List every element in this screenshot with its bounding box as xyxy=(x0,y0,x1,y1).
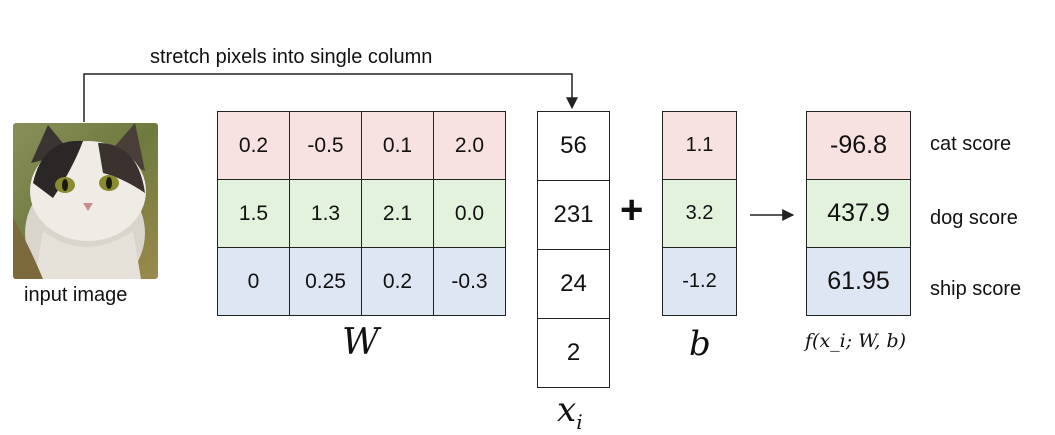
bias-value-cat: 1.1 xyxy=(662,111,737,180)
weight-cell: 0.0 xyxy=(433,179,506,248)
weight-matrix-label: W xyxy=(342,322,380,363)
cat-score-label: cat score xyxy=(930,133,1012,155)
score-vector: -96.8 437.9 61.95 xyxy=(806,111,911,316)
input-image-label: input image xyxy=(24,284,128,306)
weight-matrix: 0.2 -0.5 0.1 2.0 1.5 1.3 2.1 0.0 0 0.25 … xyxy=(217,111,506,316)
weight-cell: 1.3 xyxy=(289,179,362,248)
bias-value-ship: -1.2 xyxy=(662,247,737,316)
stretch-caption: stretch pixels into single column xyxy=(150,46,433,68)
weight-row-ship: 0 0.25 0.2 -0.3 xyxy=(217,247,506,316)
score-value-dog: 437.9 xyxy=(806,179,911,248)
plus-sign: + xyxy=(620,188,644,232)
weight-cell: 0.2 xyxy=(217,111,290,180)
weight-cell: 2.0 xyxy=(433,111,506,180)
weight-cell: -0.3 xyxy=(433,247,506,316)
bias-vector: 1.1 3.2 -1.2 xyxy=(662,111,737,316)
input-vector: 56 231 24 2 xyxy=(537,111,610,388)
score-value-ship: 61.95 xyxy=(806,247,911,316)
bias-vector-label: b xyxy=(689,324,711,364)
weight-cell: 0.1 xyxy=(361,111,434,180)
cat-input-image xyxy=(13,123,158,279)
ship-score-label: ship score xyxy=(930,278,1022,300)
weight-cell: 0.25 xyxy=(289,247,362,316)
weight-cell: -0.5 xyxy=(289,111,362,180)
weight-cell: 2.1 xyxy=(361,179,434,248)
weight-cell: 0.2 xyxy=(361,247,434,316)
input-vector-label-sub: i xyxy=(576,409,583,434)
weight-cell: 0 xyxy=(217,247,290,316)
input-value: 2 xyxy=(537,318,610,388)
weight-row-cat: 0.2 -0.5 0.1 2.0 xyxy=(217,111,506,180)
input-value: 24 xyxy=(537,249,610,319)
input-value: 56 xyxy=(537,111,610,181)
input-value: 231 xyxy=(537,180,610,250)
weight-row-dog: 1.5 1.3 2.1 0.0 xyxy=(217,179,506,248)
input-vector-label: xi xyxy=(557,390,583,434)
stretch-arrow xyxy=(83,73,578,122)
bias-value-dog: 3.2 xyxy=(662,179,737,248)
score-value-cat: -96.8 xyxy=(806,111,911,180)
dog-score-label: dog score xyxy=(930,207,1018,229)
score-function-label: f(x_i; W, b) xyxy=(805,330,907,352)
weight-cell: 1.5 xyxy=(217,179,290,248)
input-vector-label-base: x xyxy=(557,390,577,430)
